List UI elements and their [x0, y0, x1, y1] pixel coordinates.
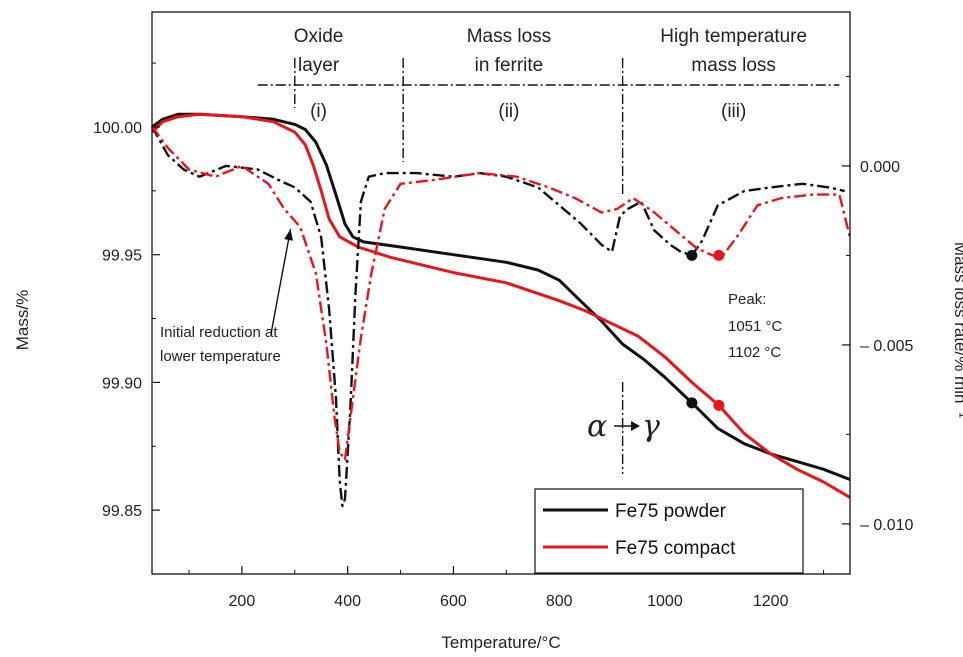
- series-group: [150, 112, 852, 508]
- x-tick-label: 200: [229, 593, 256, 610]
- peak-marker-mass: [713, 399, 725, 411]
- peak-markers: [686, 249, 725, 411]
- plot-frame: [151, 11, 851, 575]
- peak-marker-rate: [686, 249, 698, 261]
- peak-label-compact: 1102 °C: [728, 344, 781, 361]
- series-line: [150, 112, 851, 499]
- y-left-tick-label: 99.95: [102, 248, 142, 265]
- peak-marker-mass: [686, 397, 698, 409]
- legend-label-compact: Fe75 compact: [615, 538, 736, 559]
- x-tick-label: 1200: [753, 593, 789, 610]
- alpha-symbol: α: [587, 409, 607, 444]
- peak-label-powder: 1051 °C: [728, 318, 783, 335]
- region-numeral: (i): [310, 101, 327, 122]
- annotation-initial-reduction: Initial reduction at lower temperature: [160, 229, 293, 365]
- legend: Fe75 powder Fe75 compact: [534, 488, 804, 574]
- legend-label-powder: Fe75 powder: [615, 501, 727, 522]
- x-axis-title: Temperature/°C: [441, 633, 560, 652]
- x-tick-label: 1000: [647, 593, 683, 610]
- y-right-tick-label: – 0.005: [860, 338, 913, 355]
- gamma-symbol: γ: [642, 409, 660, 444]
- legend-box: [534, 488, 804, 574]
- annotation-line-1: Initial reduction at: [160, 324, 278, 341]
- y-left-tick-label: 99.90: [102, 375, 142, 392]
- region-title: Oxide: [294, 26, 344, 47]
- y-right-tick-label: – 0.010: [860, 517, 913, 534]
- y-axis-left-title: Mass/%: [13, 290, 32, 350]
- peak-title: Peak:: [728, 291, 766, 308]
- x-tick-label: 800: [546, 593, 573, 610]
- y-left-tick-label: 99.85: [102, 503, 142, 520]
- y-right-tick-label: 0.000: [860, 159, 900, 176]
- peak-marker-rate: [713, 249, 725, 261]
- region-numeral: (ii): [498, 101, 519, 122]
- region-numeral: (iii): [721, 101, 746, 122]
- region-title: layer: [298, 55, 340, 76]
- region-title: in ferrite: [475, 55, 544, 76]
- region-band: Oxide layer (i) Mass loss in ferrite (ii) High…: [257, 26, 840, 474]
- alpha-gamma-transition: α γ: [587, 409, 660, 444]
- region-title: mass loss: [691, 55, 775, 76]
- series-line: [150, 125, 845, 508]
- y-axis-right-title: Mass loss rate/% min⁻¹: [951, 242, 963, 419]
- series-line: [151, 112, 851, 481]
- axes: 200 400 600 800 1000 1200 99.85 99.90 99.95 100.0…: [93, 62, 913, 610]
- annotation-arrow: [270, 229, 292, 335]
- annotation-line-2: lower temperature: [160, 348, 281, 365]
- y-left-tick-label: 100.00: [93, 120, 142, 137]
- transition-arrow-head: [631, 421, 640, 431]
- x-tick-label: 600: [440, 593, 467, 610]
- annotation-arrow-head: [284, 229, 293, 241]
- peak-labels: Peak: 1051 °C 1102 °C: [728, 291, 783, 361]
- region-title: High temperature: [660, 26, 807, 47]
- region-title: Mass loss: [467, 26, 551, 47]
- x-tick-label: 400: [334, 593, 361, 610]
